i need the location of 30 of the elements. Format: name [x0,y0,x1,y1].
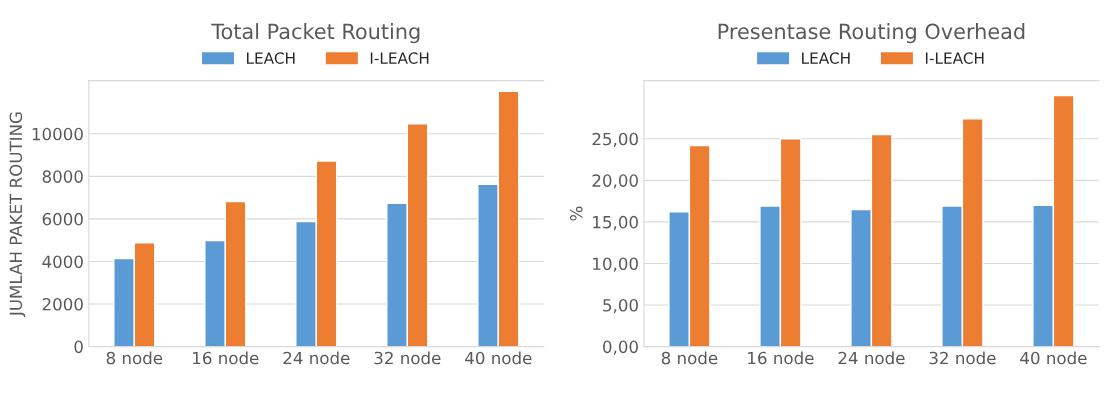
x-tick-label: 24 node [283,351,350,365]
y-tick-label: 5,00 [603,298,638,314]
y-tick-label: 0,00 [603,340,638,355]
y-tick-label: 2000 [42,297,83,311]
x-tick-label: 24 node [838,351,905,365]
x-tick-label: 32 node [374,351,441,365]
legend-label: I-LEACH [370,52,429,64]
y-tick-label: 20,00 [592,174,638,189]
y-tick-label: 8000 [42,170,83,183]
legend-label: LEACH [247,52,295,64]
y-tick-label: 10,00 [593,257,638,272]
x-tick-label: 8 node [106,351,163,365]
chart-title: Total Packet Routing [211,23,420,44]
x-tick-label: 16 node [748,351,814,365]
chart-title: Presentase Routing Overhead [718,23,1025,44]
x-tick-label: 40 node [465,351,532,365]
x-tick-label: 32 node [929,351,996,365]
x-tick-label: 16 node [193,351,259,365]
y-tick-label: 25,00 [592,132,638,148]
x-tick-label: 8 node [661,351,718,365]
legend-label: LEACH [802,52,850,64]
y-tick-label: 0 [74,340,83,354]
x-tick-label: 40 node [1020,351,1087,365]
y-tick-label: 10000 [32,127,83,141]
y-tick-label: 15,00 [593,215,638,231]
legend-label: I-LEACH [925,52,984,64]
y-tick-label: 4000 [42,255,83,269]
y-tick-label: 6000 [42,212,83,226]
y-axis-title: JUMLAH PAKET ROUTING [9,112,26,317]
y-axis-title: % [569,206,583,221]
